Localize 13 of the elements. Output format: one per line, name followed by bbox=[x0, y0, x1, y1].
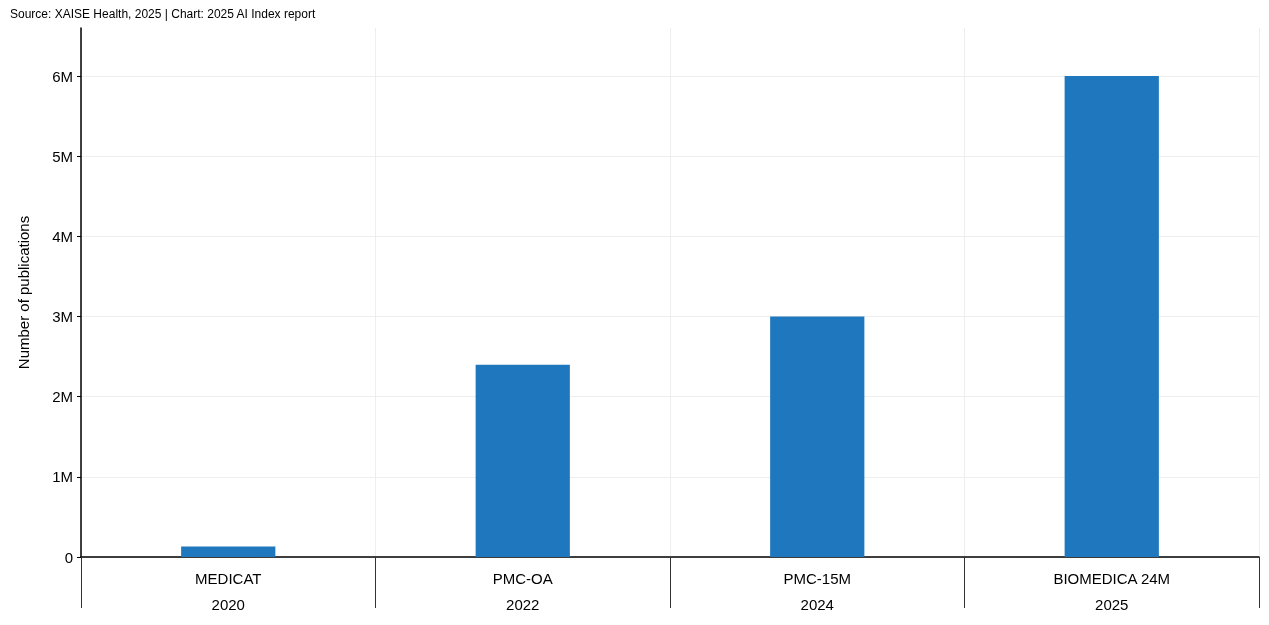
y-axis-title: Number of publications bbox=[15, 215, 32, 370]
y-tick-label: 3M bbox=[52, 308, 73, 326]
y-tick-label: 5M bbox=[52, 147, 73, 165]
x-tick-label: PMC-15M 2024 bbox=[783, 569, 852, 613]
source-note: Source: XAISE Health, 2025 | Chart: 2025 AI Index report bbox=[10, 7, 316, 21]
y-tick-label: 4M bbox=[52, 227, 73, 245]
x-tick-label: PMC-OA 2022 bbox=[492, 569, 553, 613]
y-tick-label: 6M bbox=[52, 67, 73, 85]
y-tick-label: 1M bbox=[52, 468, 73, 486]
y-tick-label: 2M bbox=[52, 388, 73, 406]
x-tick-label: MEDICAT 2020 bbox=[195, 569, 262, 613]
x-tick-label: BIOMEDICA 24M 2025 bbox=[1053, 569, 1171, 613]
y-tick-label: 0 bbox=[64, 548, 73, 566]
